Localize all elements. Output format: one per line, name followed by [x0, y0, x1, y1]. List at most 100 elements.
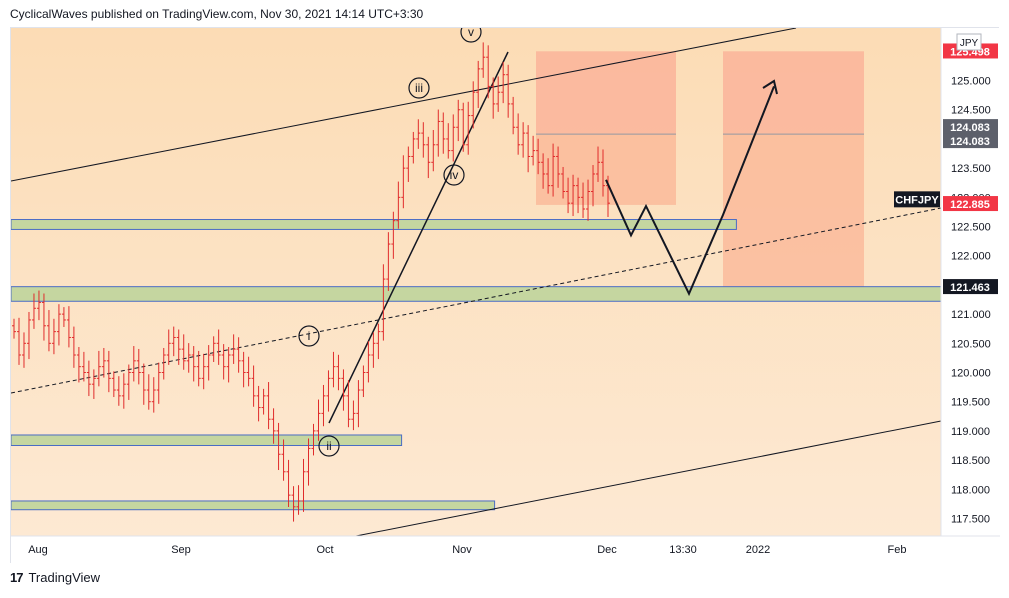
x-tick-label: Dec: [597, 544, 617, 556]
price-bar: [486, 45, 491, 99]
price-bar: [261, 388, 266, 415]
price-label-bg: [943, 119, 998, 135]
y-tick-label: 122.000: [951, 251, 991, 263]
price-bar: [366, 341, 371, 383]
projection-path: [605, 86, 775, 297]
price-bar: [351, 400, 356, 431]
symbol-tag: CHFJPY: [895, 194, 939, 206]
price-bar: [416, 119, 421, 149]
price-bar: [86, 360, 91, 397]
price-bar: [251, 365, 256, 407]
price-bar: [236, 337, 241, 373]
price-bar: [586, 179, 591, 221]
support-zone-1: [11, 219, 737, 230]
price-bar: [346, 380, 351, 428]
wave-label-circle-iv: [443, 164, 465, 186]
price-bar: [141, 363, 146, 405]
price-bar: [96, 350, 101, 387]
price-bar: [196, 350, 201, 387]
price-bar: [441, 112, 446, 154]
y-tick-label: 119.500: [951, 397, 990, 409]
price-bar: [311, 423, 316, 456]
price-bar: [176, 329, 181, 365]
price-bar: [336, 354, 341, 391]
price-bar: [546, 158, 551, 194]
price-bar: [396, 181, 401, 229]
x-tick-label: Nov: [452, 544, 472, 556]
price-bar: [221, 344, 226, 380]
price-bar: [356, 380, 361, 428]
price-bar: [266, 382, 271, 430]
wave-label-i: i: [308, 329, 311, 343]
price-bar: [426, 136, 431, 179]
price-bar: [281, 439, 286, 481]
price-bar: [521, 122, 526, 158]
price-bar: [71, 326, 76, 368]
tradingview-logo-icon: 17: [10, 570, 24, 585]
time-axis-bg: [11, 536, 1000, 564]
y-tick-label: 123.500: [951, 163, 991, 175]
y-tick-label: 118.000: [951, 484, 990, 496]
price-bar: [126, 364, 131, 400]
price-bar: [411, 131, 416, 164]
price-bar: [276, 422, 281, 471]
price-bar: [551, 143, 556, 197]
wave-label-v: v: [468, 28, 474, 39]
price-bar: [331, 351, 336, 388]
y-tick-label: 124.500: [951, 105, 991, 117]
price-bar: [476, 60, 481, 108]
price-bar: [51, 318, 56, 355]
wave-label-circle-v: [460, 28, 482, 43]
price-bar: [531, 135, 536, 166]
price-bar: [56, 304, 61, 346]
price-bar: [106, 350, 111, 393]
x-tick-label: 13:30: [669, 544, 697, 556]
price-bar: [516, 113, 521, 155]
price-bar: [156, 362, 161, 404]
price-bar: [316, 399, 321, 441]
price-bar: [536, 138, 541, 175]
price-bar: [501, 61, 506, 104]
price-bar: [556, 146, 561, 188]
price-bar: [231, 334, 236, 364]
channel-upper-line: [11, 28, 797, 182]
footer-brand-text: TradingView: [28, 570, 101, 585]
price-bar: [496, 76, 501, 112]
price-label-bg: [943, 133, 998, 149]
price-bar: [226, 347, 231, 383]
wave-label-ii: ii: [326, 439, 331, 453]
price-bar: [361, 365, 366, 398]
price-bar: [91, 369, 96, 399]
price-bar: [161, 347, 166, 380]
wave-label-iii: iii: [415, 81, 423, 95]
price-bar: [306, 438, 311, 486]
price-bar: [61, 307, 66, 327]
price-bar: [271, 408, 276, 444]
chart-frame[interactable]: viiiiviii125.000124.500123.500123.000122…: [10, 27, 1000, 564]
price-bar: [166, 329, 171, 365]
price-bar: [591, 165, 596, 207]
price-bar: [341, 369, 346, 411]
wave-label-iv: iv: [450, 168, 459, 182]
price-bar: [16, 317, 21, 365]
price-bar: [296, 485, 301, 515]
price-bar: [596, 146, 601, 182]
x-tick-label: Oct: [316, 544, 333, 556]
price-bar: [111, 371, 116, 398]
y-tick-label: 122.500: [951, 222, 991, 234]
price-bar: [526, 125, 531, 173]
currency-tag-bg: [956, 33, 982, 51]
footer-brand[interactable]: 17 TradingView: [10, 570, 100, 585]
price-bar: [81, 351, 86, 382]
price-bar: [101, 347, 106, 378]
chart-svg[interactable]: viiiiviii125.000124.500123.500123.000122…: [11, 28, 1000, 564]
price-bar: [471, 81, 476, 129]
price-bar: [561, 166, 566, 199]
price-bar: [581, 182, 586, 218]
price-bar: [511, 96, 516, 135]
price-bar: [12, 318, 16, 339]
price-label-text: 124.083: [950, 136, 990, 148]
price-bar: [46, 310, 51, 352]
price-bar: [456, 99, 461, 142]
price-bar: [481, 42, 486, 78]
